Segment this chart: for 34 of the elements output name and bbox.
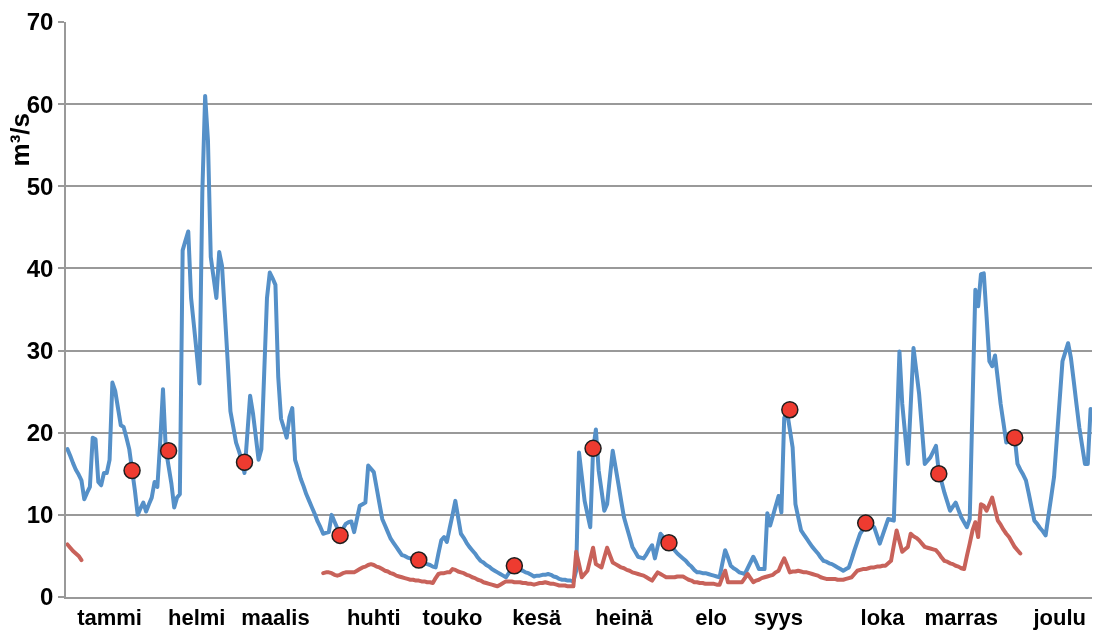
y-tick-label: 30	[26, 336, 54, 364]
y-tick-label: 70	[26, 8, 54, 36]
y-tick-label: 10	[26, 501, 54, 529]
y-tick-label: 50	[26, 172, 54, 200]
point	[505, 557, 524, 575]
point	[856, 514, 875, 532]
point	[584, 439, 602, 458]
y-tick-label: 0	[40, 583, 54, 611]
point	[235, 453, 254, 472]
point	[781, 400, 799, 419]
x-tick-label: huhti	[346, 605, 401, 630]
y-tick-label: 20	[26, 419, 54, 447]
point	[331, 526, 349, 545]
x-tick-label: heinä	[595, 605, 654, 630]
point	[930, 465, 948, 483]
x-tick-label: maalis	[241, 605, 310, 630]
x-tick-label: touko	[422, 605, 483, 630]
x-tick-label: joulu	[1032, 605, 1086, 630]
x-tick-label: helmi	[167, 605, 226, 630]
x-tick-label: loka	[860, 605, 906, 630]
point	[1005, 428, 1024, 447]
y-tick-label: 40	[26, 254, 54, 282]
x-tick-label: tammi	[77, 605, 142, 630]
x-tick-label: elo	[695, 605, 728, 630]
line-series	[66, 542, 84, 563]
line-series	[321, 495, 1023, 589]
point	[159, 442, 178, 460]
point	[123, 461, 141, 480]
point	[410, 551, 428, 569]
point	[660, 534, 678, 552]
y-axis-title: m³/s	[4, 112, 35, 167]
x-tick-label: syys	[754, 605, 804, 630]
x-tick-label: marras	[924, 605, 998, 630]
x-tick-label: kesä	[512, 605, 563, 630]
